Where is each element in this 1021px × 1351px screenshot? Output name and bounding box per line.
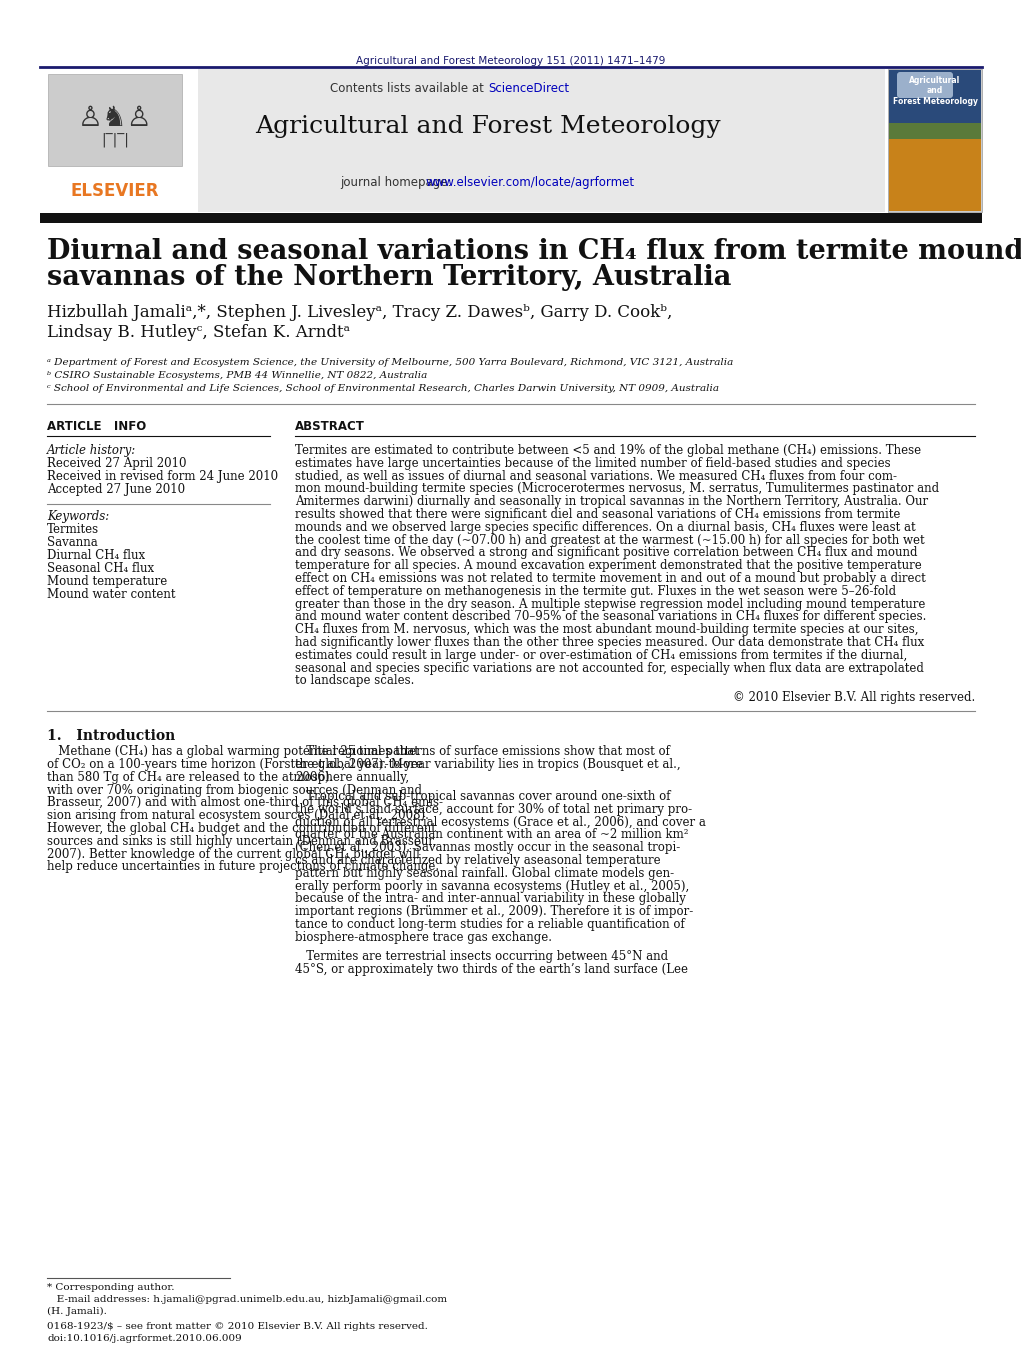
Text: 0168-1923/$ – see front matter © 2010 Elsevier B.V. All rights reserved.: 0168-1923/$ – see front matter © 2010 El… <box>47 1323 428 1331</box>
Text: Keywords:: Keywords: <box>47 509 109 523</box>
Text: savannas of the Northern Territory, Australia: savannas of the Northern Territory, Aust… <box>47 263 731 290</box>
FancyBboxPatch shape <box>889 70 981 126</box>
Text: effect on CH₄ emissions was not related to termite movement in and out of a moun: effect on CH₄ emissions was not related … <box>295 571 926 585</box>
Text: because of the intra- and inter-annual variability in these globally: because of the intra- and inter-annual v… <box>295 893 686 905</box>
Text: journal homepage:: journal homepage: <box>340 176 455 189</box>
Text: ♙♞♙: ♙♞♙ <box>78 104 152 132</box>
Text: Mound temperature: Mound temperature <box>47 576 167 588</box>
Text: ᶜ School of Environmental and Life Sciences, School of Environmental Research, C: ᶜ School of Environmental and Life Scien… <box>47 384 719 393</box>
Text: tance to conduct long-term studies for a reliable quantification of: tance to conduct long-term studies for a… <box>295 917 685 931</box>
Text: sources and sinks is still highly uncertain (Denman and Brasseur,: sources and sinks is still highly uncert… <box>47 835 437 848</box>
Text: Accepted 27 June 2010: Accepted 27 June 2010 <box>47 484 185 496</box>
Text: had significantly lower fluxes than the other three species measured. Our data d: had significantly lower fluxes than the … <box>295 636 924 648</box>
Text: ᵃ Department of Forest and Ecosystem Science, the University of Melbourne, 500 Y: ᵃ Department of Forest and Ecosystem Sci… <box>47 358 733 367</box>
Text: mounds and we observed large species specific differences. On a diurnal basis, C: mounds and we observed large species spe… <box>295 520 916 534</box>
Text: studied, as well as issues of diurnal and seasonal variations. We measured CH₄ f: studied, as well as issues of diurnal an… <box>295 470 897 482</box>
Text: Savanna: Savanna <box>47 536 98 549</box>
Text: |‾|‾|: |‾|‾| <box>101 132 129 147</box>
Text: with over 70% originating from biogenic sources (Denman and: with over 70% originating from biogenic … <box>47 784 422 797</box>
Text: Lindsay B. Hutleyᶜ, Stefan K. Arndtᵃ: Lindsay B. Hutleyᶜ, Stefan K. Arndtᵃ <box>47 324 350 340</box>
Text: Termites are terrestrial insects occurring between 45°N and: Termites are terrestrial insects occurri… <box>295 950 668 963</box>
Text: estimates have large uncertainties because of the limited number of field-based : estimates have large uncertainties becau… <box>295 457 890 470</box>
Text: However, the global CH₄ budget and the contribution of different: However, the global CH₄ budget and the c… <box>47 821 436 835</box>
Text: than 580 Tg of CH₄ are released to the atmosphere annually,: than 580 Tg of CH₄ are released to the a… <box>47 771 409 784</box>
Text: Tropical and sub-tropical savannas cover around one-sixth of: Tropical and sub-tropical savannas cover… <box>295 790 671 802</box>
Text: biosphere-atmosphere trace gas exchange.: biosphere-atmosphere trace gas exchange. <box>295 931 552 944</box>
Text: Agricultural and Forest Meteorology 151 (2011) 1471–1479: Agricultural and Forest Meteorology 151 … <box>356 55 666 66</box>
Text: to landscape scales.: to landscape scales. <box>295 674 415 688</box>
Text: 45°S, or approximately two thirds of the earth’s land surface (Lee: 45°S, or approximately two thirds of the… <box>295 963 688 975</box>
Text: and dry seasons. We observed a strong and significant positive correlation betwe: and dry seasons. We observed a strong an… <box>295 546 918 559</box>
Text: the coolest time of the day (~07.00 h) and greatest at the warmest (~15.00 h) fo: the coolest time of the day (~07.00 h) a… <box>295 534 925 547</box>
FancyBboxPatch shape <box>40 69 198 212</box>
Text: (H. Jamali).: (H. Jamali). <box>47 1306 107 1316</box>
FancyBboxPatch shape <box>897 72 953 99</box>
Text: 2006).: 2006). <box>295 771 333 784</box>
Text: Hizbullah Jamaliᵃ,*, Stephen J. Livesleyᵃ, Tracy Z. Dawesᵇ, Garry D. Cookᵇ,: Hizbullah Jamaliᵃ,*, Stephen J. Livesley… <box>47 304 673 322</box>
Text: 1.   Introduction: 1. Introduction <box>47 730 176 743</box>
Text: E-mail addresses: h.jamali@pgrad.unimelb.edu.au, hizbJamali@gmail.com: E-mail addresses: h.jamali@pgrad.unimelb… <box>47 1296 447 1304</box>
FancyBboxPatch shape <box>40 69 885 212</box>
Text: Received in revised form 24 June 2010: Received in revised form 24 June 2010 <box>47 470 278 484</box>
FancyBboxPatch shape <box>889 123 981 141</box>
Text: (Chen et al., 2003). Savannas mostly occur in the seasonal tropi-: (Chen et al., 2003). Savannas mostly occ… <box>295 842 680 854</box>
FancyBboxPatch shape <box>48 74 182 166</box>
FancyBboxPatch shape <box>40 213 982 223</box>
Text: Agricultural
and
Forest Meteorology: Agricultural and Forest Meteorology <box>892 76 977 105</box>
Text: The regional patterns of surface emissions show that most of: The regional patterns of surface emissio… <box>295 746 670 758</box>
Text: Article history:: Article history: <box>47 444 136 457</box>
Text: ᵇ CSIRO Sustainable Ecosystems, PMB 44 Winnellie, NT 0822, Australia: ᵇ CSIRO Sustainable Ecosystems, PMB 44 W… <box>47 372 427 380</box>
Text: ARTICLE   INFO: ARTICLE INFO <box>47 420 146 434</box>
Text: Termites: Termites <box>47 523 99 536</box>
FancyBboxPatch shape <box>888 69 982 212</box>
FancyBboxPatch shape <box>889 139 981 211</box>
Text: Diurnal and seasonal variations in CH₄ flux from termite mounds in tropical: Diurnal and seasonal variations in CH₄ f… <box>47 238 1021 265</box>
Text: CH₄ fluxes from M. nervosus, which was the most abundant mound-building termite : CH₄ fluxes from M. nervosus, which was t… <box>295 623 919 636</box>
Text: www.elsevier.com/locate/agrformet: www.elsevier.com/locate/agrformet <box>425 176 634 189</box>
Text: effect of temperature on methanogenesis in the termite gut. Fluxes in the wet se: effect of temperature on methanogenesis … <box>295 585 896 597</box>
Text: © 2010 Elsevier B.V. All rights reserved.: © 2010 Elsevier B.V. All rights reserved… <box>733 692 975 704</box>
Text: seasonal and species specific variations are not accounted for, especially when : seasonal and species specific variations… <box>295 662 924 674</box>
Text: the global year-to-year variability lies in tropics (Bousquet et al.,: the global year-to-year variability lies… <box>295 758 681 771</box>
Text: doi:10.1016/j.agrformet.2010.06.009: doi:10.1016/j.agrformet.2010.06.009 <box>47 1333 242 1343</box>
Text: Mound water content: Mound water content <box>47 588 176 601</box>
Text: duction of all terrestrial ecosystems (Grace et al., 2006), and cover a: duction of all terrestrial ecosystems (G… <box>295 816 706 828</box>
Text: ELSEVIER: ELSEVIER <box>70 182 159 200</box>
Text: Termites are estimated to contribute between <5 and 19% of the global methane (C: Termites are estimated to contribute bet… <box>295 444 921 457</box>
Text: results showed that there were significant diel and seasonal variations of CH₄ e: results showed that there were significa… <box>295 508 901 521</box>
Text: 2007). Better knowledge of the current global CH₄ budget will: 2007). Better knowledge of the current g… <box>47 847 420 861</box>
Text: Contents lists available at: Contents lists available at <box>331 82 488 95</box>
Text: greater than those in the dry season. A multiple stepwise regression model inclu: greater than those in the dry season. A … <box>295 597 925 611</box>
Text: Seasonal CH₄ flux: Seasonal CH₄ flux <box>47 562 154 576</box>
Text: quarter of the Australian continent with an area of ~2 million km²: quarter of the Australian continent with… <box>295 828 688 842</box>
Text: and mound water content described 70–95% of the seasonal variations in CH₄ fluxe: and mound water content described 70–95%… <box>295 611 926 623</box>
Text: important regions (Brümmer et al., 2009). Therefore it is of impor-: important regions (Brümmer et al., 2009)… <box>295 905 693 919</box>
Text: help reduce uncertainties in future projections of climate change.: help reduce uncertainties in future proj… <box>47 861 439 873</box>
Text: sion arising from natural ecosystem sources (Dalal et al., 2008).: sion arising from natural ecosystem sour… <box>47 809 429 823</box>
Text: Methane (CH₄) has a global warming potential 25 times that: Methane (CH₄) has a global warming poten… <box>47 746 419 758</box>
Text: Brasseur, 2007) and with almost one-third of this global CH₄ emis-: Brasseur, 2007) and with almost one-thir… <box>47 796 443 809</box>
Text: estimates could result in large under- or over-estimation of CH₄ emissions from : estimates could result in large under- o… <box>295 648 908 662</box>
Text: erally perform poorly in savanna ecosystems (Hutley et al., 2005),: erally perform poorly in savanna ecosyst… <box>295 880 689 893</box>
Text: cs and are characterized by relatively aseasonal temperature: cs and are characterized by relatively a… <box>295 854 661 867</box>
Text: Amitermes darwini) diurnally and seasonally in tropical savannas in the Northern: Amitermes darwini) diurnally and seasona… <box>295 496 928 508</box>
Text: Diurnal CH₄ flux: Diurnal CH₄ flux <box>47 549 145 562</box>
Text: the world’s land surface, account for 30% of total net primary pro-: the world’s land surface, account for 30… <box>295 802 692 816</box>
Text: Agricultural and Forest Meteorology: Agricultural and Forest Meteorology <box>255 115 721 138</box>
Text: ABSTRACT: ABSTRACT <box>295 420 364 434</box>
Text: pattern but highly seasonal rainfall. Global climate models gen-: pattern but highly seasonal rainfall. Gl… <box>295 867 674 880</box>
Text: of CO₂ on a 100-years time horizon (Forster et al., 2007). More: of CO₂ on a 100-years time horizon (Fors… <box>47 758 423 771</box>
Text: ScienceDirect: ScienceDirect <box>488 82 569 95</box>
Text: temperature for all species. A mound excavation experiment demonstrated that the: temperature for all species. A mound exc… <box>295 559 922 573</box>
Text: mon mound-building termite species (Microcerotermes nervosus, M. serratus, Tumul: mon mound-building termite species (Micr… <box>295 482 939 496</box>
Text: * Corresponding author.: * Corresponding author. <box>47 1283 175 1292</box>
Text: Received 27 April 2010: Received 27 April 2010 <box>47 457 187 470</box>
